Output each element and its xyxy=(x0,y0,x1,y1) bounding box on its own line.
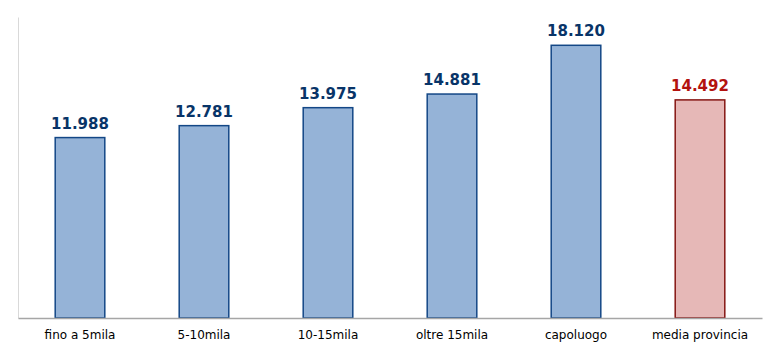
chart: fino a 5mila 5-10mila 10-15mila oltre 15mil… xyxy=(0,0,780,360)
x-tick: media provincia xyxy=(652,328,748,342)
data-labels: 11.988 12.781 13.975 14.881 18.120 14.492 xyxy=(51,22,729,132)
x-axis: fino a 5mila 5-10mila 10-15mila oltre 15mil… xyxy=(19,319,763,342)
x-tick-label: media provincia xyxy=(652,328,748,342)
bar xyxy=(427,94,477,318)
x-tick-label: fino a 5mila xyxy=(45,328,116,342)
x-tick: 5-10mila xyxy=(178,328,231,342)
x-tick: capoluogo xyxy=(545,328,607,342)
data-label: 14.492 xyxy=(671,77,729,95)
bar xyxy=(179,126,229,318)
data-label: 11.988 xyxy=(51,115,109,133)
x-tick: oltre 15mila xyxy=(416,328,488,342)
x-axis-line xyxy=(19,318,763,320)
data-label: 18.120 xyxy=(547,22,605,40)
data-label: 14.881 xyxy=(423,71,481,89)
x-tick: 10-15mila xyxy=(298,328,359,342)
data-label: 12.781 xyxy=(175,103,233,121)
x-tick: fino a 5mila xyxy=(45,328,116,342)
x-tick-label: 10-15mila xyxy=(298,328,359,342)
bar xyxy=(303,108,353,318)
x-tick-label: 5-10mila xyxy=(178,328,231,342)
data-label: 13.975 xyxy=(299,85,357,103)
bar xyxy=(675,100,725,318)
bar xyxy=(551,45,601,318)
bar xyxy=(55,138,105,318)
y-axis-line xyxy=(18,18,19,319)
x-tick-label: oltre 15mila xyxy=(416,328,488,342)
x-tick-label: capoluogo xyxy=(545,328,607,342)
bars xyxy=(55,45,725,318)
y-axis xyxy=(18,18,19,319)
